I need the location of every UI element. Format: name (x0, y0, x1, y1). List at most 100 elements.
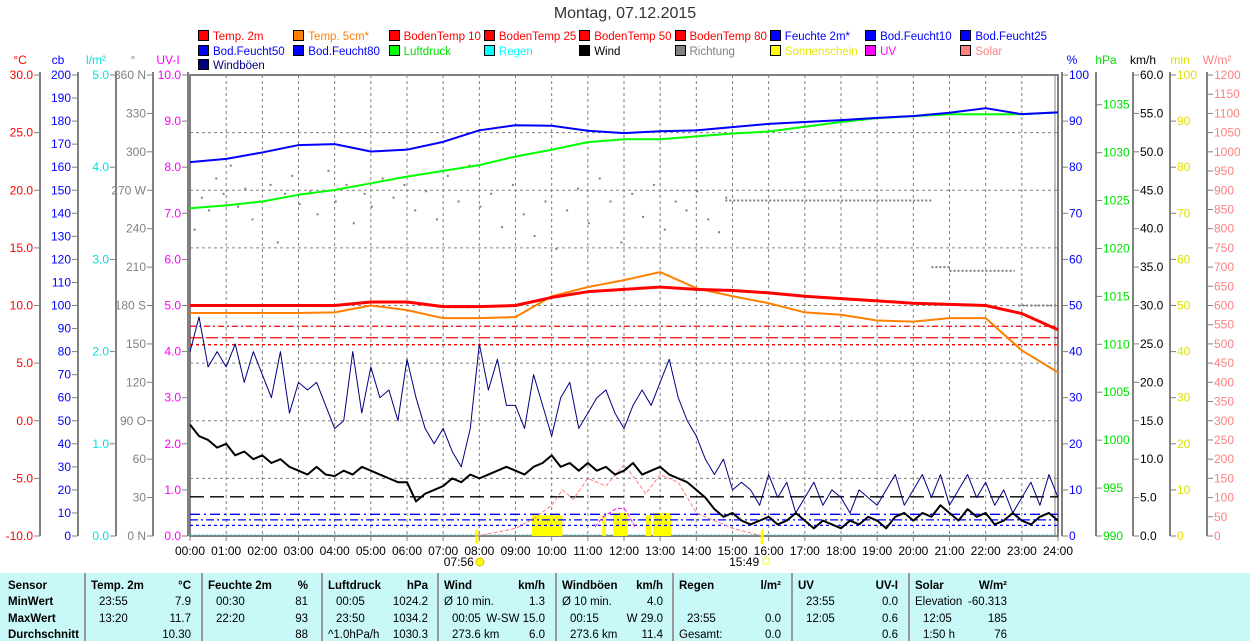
axis-tick-label: 70 (1069, 206, 1083, 220)
axis-unit-hum: % (1067, 53, 1078, 67)
row-label: MinWert (8, 596, 54, 608)
axis-tick-label: 0 (1214, 529, 1221, 543)
axis-tick-label: 80 (1069, 160, 1083, 174)
axis-tick-label: 200 (51, 68, 71, 82)
stat-value: 7.9 (175, 596, 191, 608)
axis-tick-label: 55.0 (1140, 106, 1164, 120)
series-feuchte-2m (189, 107, 1059, 164)
axis-tick-label: 10 (1069, 483, 1083, 497)
column-divider (908, 573, 910, 641)
legend-label: BodenTemp 50 (594, 31, 672, 43)
axis-tick-label: 100 (1177, 68, 1197, 82)
x-tick-label: 11:00 (573, 544, 602, 558)
axis-tick-label: 1010 (1103, 337, 1130, 351)
axis-tick-label: 10 (58, 506, 72, 520)
axis-tick-label: 20.0 (10, 183, 34, 197)
axis-tick-label: 300 (1214, 414, 1234, 428)
sunshine-bar (652, 512, 672, 536)
direction-point (327, 169, 330, 172)
x-tick-label: 01:00 (211, 544, 241, 558)
axis-tick-label: 100 (1069, 68, 1089, 82)
legend-label: Bod.Feucht50 (213, 45, 285, 58)
direction-point (352, 222, 355, 225)
stat-value: 76 (994, 629, 1007, 641)
axis-tick-label: 1005 (1103, 385, 1130, 399)
direction-point (284, 192, 287, 195)
axis-tick-label: 20 (1177, 437, 1191, 451)
stat-value: 88 (295, 629, 308, 641)
x-tick-label: 14:00 (681, 544, 711, 558)
legend-label: UV (880, 45, 897, 58)
stat-time: 12:05 (806, 613, 835, 625)
axis-tick-label: 35.0 (1140, 260, 1164, 274)
stat-value: 0.0 (765, 613, 781, 625)
stat-time: Ø 10 min. (444, 596, 494, 608)
legend-item: Regen (483, 44, 533, 58)
axis-tick-label: 40 (1177, 345, 1191, 359)
legend-label: Bod.Feucht80 (308, 45, 380, 58)
legend-item: Bod.Feucht50 (198, 44, 285, 58)
direction-point (468, 164, 471, 167)
legend-label: Bod.Feucht25 (975, 31, 1047, 43)
column-divider (321, 573, 323, 641)
axis-tick-label: 1150 (1214, 87, 1240, 101)
axis-tick-label: 30 (1069, 391, 1083, 405)
axis-tick-label: 1.0 (164, 483, 181, 497)
direction-point (291, 174, 294, 177)
series-wind (189, 423, 1059, 530)
legend-swatch (388, 30, 400, 41)
direction-point (222, 192, 225, 195)
column-divider (201, 573, 203, 641)
stat-time: 23:55 (687, 613, 716, 625)
sunrise-time: 07:56 (444, 555, 474, 569)
legend-item: Temp. 5cm* (293, 30, 369, 43)
legend-item: Bod.Feucht10 (865, 30, 952, 43)
axis-tick-label: 20 (1069, 437, 1083, 451)
axis-tick-label: 160 (51, 160, 71, 174)
stat-time: 00:30 (216, 596, 245, 608)
axis-tick-label: 30 (58, 460, 72, 474)
direction-point (587, 222, 590, 225)
direction-point (533, 235, 536, 238)
direction-point (403, 183, 406, 186)
stat-time: 22:20 (216, 613, 245, 625)
legend-label: Wind (594, 45, 621, 58)
axis-tick-label: 5.0 (1140, 491, 1157, 505)
stat-group-unit: W/m² (978, 580, 1007, 592)
axis-tick-label: 5.0 (164, 299, 181, 313)
x-tick-label: 03:00 (283, 544, 313, 558)
axis-tick-label: 10.0 (158, 68, 182, 82)
axis-unit-cb: cb (52, 53, 65, 67)
x-tick-label: 00:00 (175, 544, 205, 558)
direction-point (663, 228, 666, 231)
direction-point (652, 183, 655, 186)
sunshine-bar (613, 512, 628, 536)
axis-tick-label: 50 (58, 414, 72, 428)
axis-tick-label: 40 (58, 437, 72, 451)
x-tick-label: 13:00 (645, 544, 675, 558)
legend-label: BodenTemp 80 (689, 31, 767, 43)
axis-tick-label: 60 (1069, 252, 1083, 266)
axis-tick-label: 180 (51, 114, 71, 128)
axis-tick-label: 650 (1214, 279, 1234, 293)
direction-point (345, 183, 348, 186)
direction-point (269, 183, 272, 186)
x-tick-label: 22:00 (971, 544, 1001, 558)
axis-tick-label: 0 (1177, 529, 1184, 543)
legend-label: Richtung (689, 45, 735, 58)
axis-unit-hpa: hPa (1095, 53, 1117, 67)
axis-tick-label: 8.0 (164, 160, 181, 174)
legend-label: Solar (975, 45, 1003, 58)
direction-point (215, 177, 218, 180)
legend-swatch (293, 44, 305, 56)
axis-tick-label: 6.0 (164, 252, 181, 266)
axis-tick-label: 45.0 (1140, 183, 1164, 197)
stat-time: 23:55 (806, 596, 835, 608)
row-label: MaxWert (8, 613, 56, 625)
axis-tick-label: 210 (126, 260, 146, 274)
stat-group-name: Temp. 2m (91, 580, 144, 592)
x-tick-label: 04:00 (320, 544, 350, 558)
axis-tick-label: -5.0 (12, 471, 33, 485)
direction-point (193, 228, 196, 231)
direction-point (276, 241, 279, 244)
